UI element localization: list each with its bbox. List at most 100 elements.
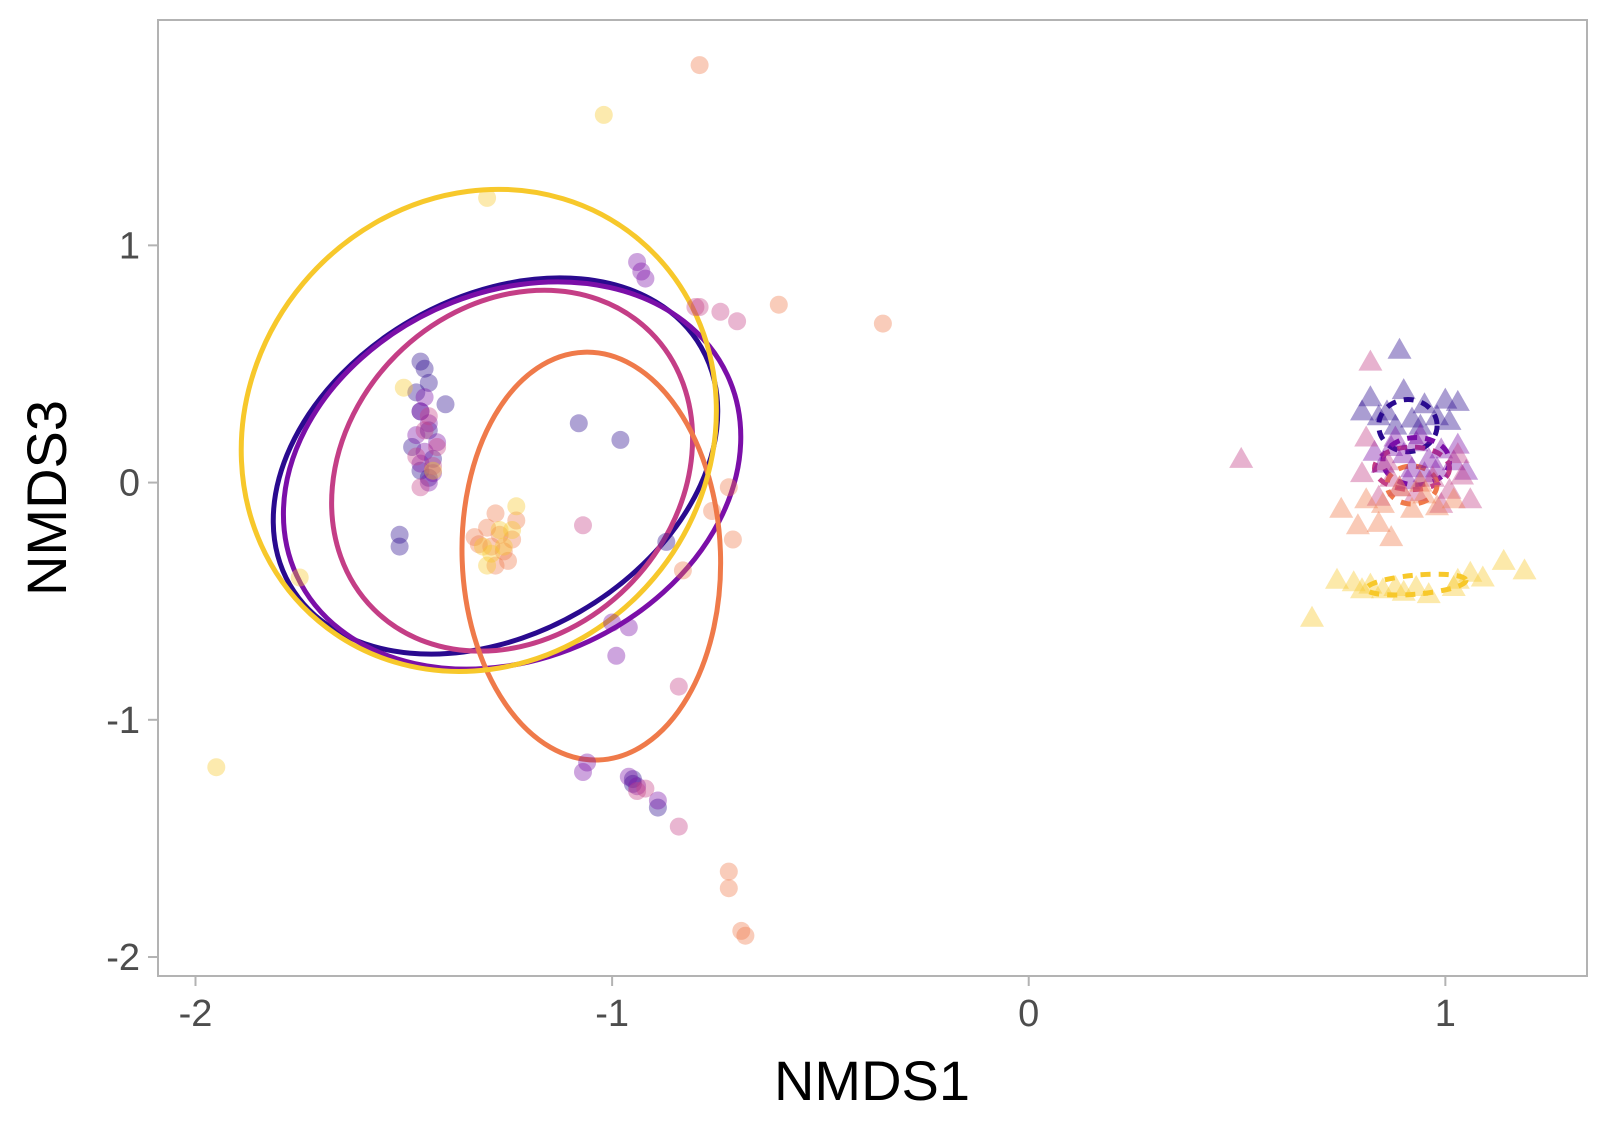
data-point-circle — [419, 373, 438, 392]
data-point-circle — [503, 521, 522, 539]
data-point-triangle — [1366, 510, 1391, 532]
data-point-triangle — [1329, 496, 1354, 518]
data-point-circle — [719, 862, 738, 881]
data-point-triangle — [1325, 567, 1349, 589]
data-point-triangle — [1437, 477, 1462, 499]
data-point-circle — [415, 388, 434, 407]
y-axis-title: NMDS3 — [15, 400, 78, 596]
data-point-circle — [507, 497, 526, 516]
data-point-triangle — [1350, 461, 1374, 483]
data-point-circle — [419, 407, 438, 426]
data-point-circle — [494, 542, 513, 561]
data-point-circle — [628, 253, 647, 271]
confidence-ellipse-dashed — [1376, 397, 1440, 455]
data-point-triangle — [1445, 389, 1470, 411]
data-point-circle — [411, 352, 430, 371]
data-point-circle — [728, 312, 747, 331]
panel-background — [158, 20, 1587, 976]
y-tick-label: 0 — [119, 463, 140, 505]
data-point-circle — [673, 561, 692, 580]
data-point-triangle — [1400, 456, 1424, 478]
data-point-circle — [424, 464, 442, 483]
data-point-circle — [419, 421, 438, 440]
data-point-circle — [390, 537, 409, 556]
confidence-ellipse — [238, 186, 719, 674]
data-point-triangle — [1375, 449, 1399, 471]
data-point-circle — [499, 551, 517, 570]
data-point-triangle — [1354, 425, 1379, 447]
data-point-triangle — [1375, 399, 1399, 421]
data-point-circle — [290, 568, 309, 587]
data-point-triangle — [1391, 378, 1416, 400]
data-point-circle — [623, 774, 642, 793]
x-tick-label: -2 — [179, 993, 213, 1035]
data-point-circle — [419, 473, 438, 492]
confidence-ellipse-dashed — [1372, 444, 1452, 493]
data-point-triangle — [1470, 565, 1495, 587]
x-tick-label: -1 — [595, 993, 629, 1035]
data-point-circle — [619, 618, 638, 637]
data-point-circle — [703, 502, 722, 520]
data-point-circle — [628, 777, 647, 796]
data-point-circle — [419, 414, 438, 433]
data-point-circle — [424, 457, 442, 475]
data-point-circle — [411, 454, 430, 473]
data-point-circle — [690, 298, 709, 316]
x-tick-label: 0 — [1018, 993, 1039, 1035]
data-point-circle — [482, 544, 501, 563]
data-point-triangle — [1358, 385, 1383, 407]
x-axis: -2 -1 0 1 — [179, 976, 1456, 1035]
data-point-triangle — [1433, 387, 1458, 409]
data-point-circle — [478, 556, 497, 575]
data-point-triangle — [1512, 558, 1537, 580]
data-point-triangle — [1416, 446, 1441, 468]
data-point-circle — [503, 530, 522, 549]
data-point-triangle — [1366, 484, 1391, 506]
data-point-triangle — [1387, 337, 1412, 359]
data-point-triangle — [1408, 413, 1433, 435]
data-point-circle — [594, 105, 613, 124]
data-point-circle — [628, 782, 647, 800]
data-point-triangle — [1370, 577, 1395, 599]
data-point-circle — [669, 677, 688, 696]
data-point-circle — [436, 395, 455, 414]
data-point-circle — [736, 926, 755, 945]
data-point-circle — [648, 791, 667, 810]
data-point-circle — [636, 779, 655, 798]
data-point-triangle — [1341, 570, 1366, 592]
data-point-triangle — [1229, 446, 1254, 468]
data-point-circle — [428, 438, 447, 456]
ellipse-layer — [238, 186, 1469, 763]
data-point-circle — [648, 798, 667, 817]
data-point-triangle — [1412, 461, 1437, 483]
data-point-triangle — [1300, 605, 1324, 627]
data-point-triangle — [1404, 575, 1429, 596]
data-point-triangle — [1437, 408, 1462, 430]
points-layer — [207, 56, 1537, 945]
data-point-circle — [636, 269, 655, 288]
data-point-circle — [419, 468, 438, 487]
data-point-triangle — [1425, 494, 1449, 516]
y-tick-label: -1 — [106, 700, 140, 742]
data-point-circle — [394, 378, 413, 397]
data-point-triangle — [1345, 513, 1370, 535]
data-point-triangle — [1445, 432, 1470, 454]
data-point-triangle — [1391, 442, 1416, 464]
data-point-triangle — [1379, 465, 1404, 487]
data-point-triangle — [1429, 437, 1454, 459]
data-point-circle — [607, 646, 626, 665]
data-point-triangle — [1491, 548, 1516, 570]
data-point-triangle — [1445, 442, 1470, 464]
data-point-circle — [669, 817, 688, 836]
data-point-circle — [415, 421, 434, 440]
data-point-triangle — [1450, 463, 1474, 485]
data-point-circle — [424, 449, 442, 468]
x-tick-label: 1 — [1435, 993, 1456, 1035]
data-point-circle — [482, 537, 501, 556]
data-point-circle — [415, 359, 434, 378]
data-point-circle — [474, 537, 492, 556]
data-point-circle — [478, 188, 497, 207]
data-point-circle — [507, 511, 526, 530]
data-point-triangle — [1387, 475, 1412, 497]
data-point-circle — [428, 433, 447, 452]
